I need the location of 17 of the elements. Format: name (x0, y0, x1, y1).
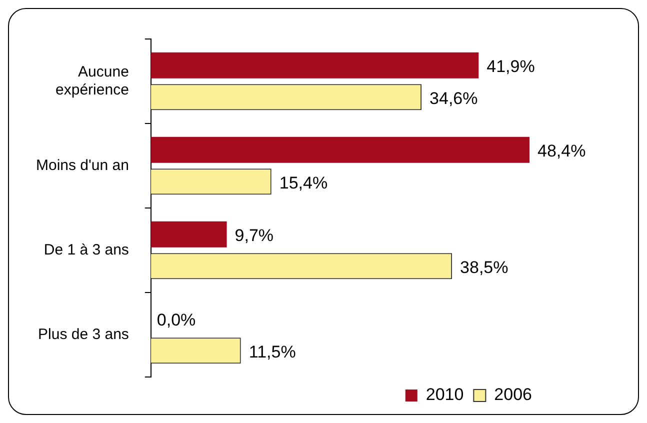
data-label: 9,7% (234, 226, 274, 246)
data-label: 0,0% (156, 310, 196, 330)
legend-label: 2006 (494, 385, 532, 404)
data-label: 41,9% (486, 57, 535, 76)
y-tick-label: Aucune expérience (56, 63, 129, 98)
data-label: 48,4% (537, 142, 586, 161)
data-label: 38,5% (460, 258, 508, 277)
data-label: 11,5% (248, 342, 296, 362)
bar (150, 221, 227, 248)
data-label: 15,4% (279, 173, 328, 192)
legend-label: 2010 (426, 385, 464, 404)
bar (150, 52, 479, 78)
y-tick-label: Plus de 3 ans (38, 326, 129, 343)
y-tick-label: Moins d'un an (36, 156, 129, 174)
data-label: 34,6% (430, 88, 478, 108)
bar (150, 136, 530, 163)
y-tick-label: De 1 à 3 ans (44, 241, 129, 258)
